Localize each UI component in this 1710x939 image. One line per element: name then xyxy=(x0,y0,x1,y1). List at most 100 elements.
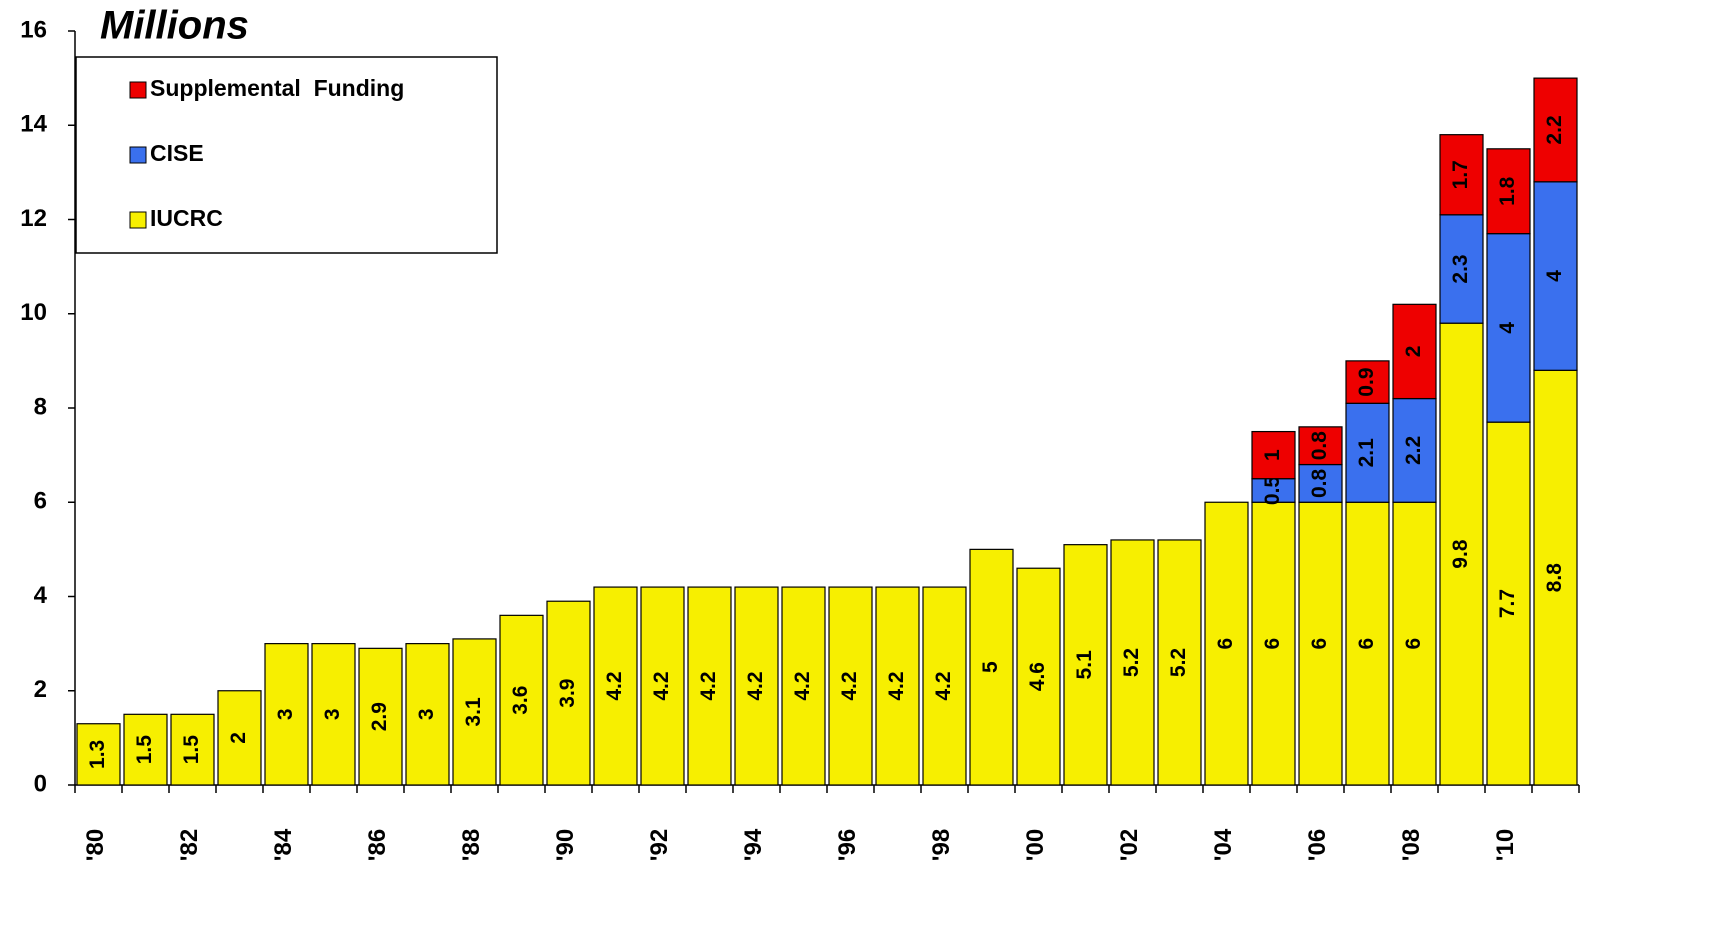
bar-segment xyxy=(1486,148,1531,235)
value-label: 0.5 xyxy=(1261,476,1284,506)
value-label: 1.8 xyxy=(1496,176,1519,206)
bar-segment xyxy=(687,586,732,786)
chart-title: Millions xyxy=(100,4,249,48)
legend-label: CISE xyxy=(150,140,204,166)
value-label: 1.7 xyxy=(1449,160,1472,189)
value-label: 6 xyxy=(1308,638,1331,650)
bar-segment xyxy=(593,586,638,786)
value-label: 3 xyxy=(321,708,344,720)
bar-segment xyxy=(1392,397,1437,503)
bar-segment xyxy=(1016,567,1061,786)
value-label: 4 xyxy=(1496,322,1519,334)
x-tick-label: '96 xyxy=(834,829,861,861)
x-tick-label: '82 xyxy=(176,829,203,861)
bar-segment xyxy=(217,690,262,786)
value-label: 5.2 xyxy=(1167,648,1190,677)
bar-segment xyxy=(781,586,826,786)
bar-segment xyxy=(1063,544,1108,786)
value-label: 5.1 xyxy=(1073,650,1096,680)
value-label: 4.2 xyxy=(697,671,720,700)
value-label: 4.2 xyxy=(791,671,814,700)
value-label: 4.2 xyxy=(650,671,673,700)
y-tick-label: 2 xyxy=(34,676,47,703)
x-tick-label: '92 xyxy=(646,829,673,861)
value-label: 2.1 xyxy=(1355,438,1378,468)
bar-segment xyxy=(1298,426,1343,466)
legend-swatch xyxy=(129,211,147,229)
bar-segment xyxy=(828,586,873,786)
value-label: 3 xyxy=(415,708,438,720)
value-label: 3.9 xyxy=(556,679,579,708)
value-label: 5.2 xyxy=(1120,648,1143,677)
bar-segment xyxy=(311,643,356,786)
bar-segment xyxy=(1345,402,1390,503)
bar-segment xyxy=(922,586,967,786)
value-label: 7.7 xyxy=(1496,589,1519,618)
value-label: 2 xyxy=(227,732,250,744)
value-label: 4.2 xyxy=(744,671,767,700)
value-label: 6 xyxy=(1261,638,1284,650)
y-tick-label: 0 xyxy=(34,770,47,797)
value-label: 0.9 xyxy=(1355,367,1378,396)
value-label: 4.2 xyxy=(838,671,861,700)
bar-segment xyxy=(1298,501,1343,786)
bar-segment xyxy=(1251,501,1296,786)
bar-segment xyxy=(1345,501,1390,786)
x-tick-label: '04 xyxy=(1210,828,1237,861)
value-label: 4 xyxy=(1543,270,1566,282)
bar-segment xyxy=(1204,501,1249,786)
bar-segment xyxy=(1439,134,1484,216)
bar-segment xyxy=(1251,430,1296,480)
x-tick-label: '10 xyxy=(1492,829,1519,861)
value-label: 9.8 xyxy=(1449,539,1472,569)
bar-segment xyxy=(1110,539,1155,786)
x-tick-label: '98 xyxy=(928,829,955,861)
bar-segment xyxy=(546,600,591,786)
value-label: 3.1 xyxy=(462,697,485,727)
value-label: 2 xyxy=(1402,346,1425,358)
x-tick-label: '02 xyxy=(1116,829,1143,861)
bar-segment xyxy=(1533,77,1578,183)
value-label: 2.9 xyxy=(368,702,391,731)
value-label: 0.8 xyxy=(1308,431,1331,461)
value-label: 1 xyxy=(1261,449,1284,461)
y-tick-label: 16 xyxy=(20,16,47,43)
value-label: 4.2 xyxy=(885,671,908,700)
bar-segment xyxy=(264,643,309,786)
y-tick-label: 4 xyxy=(34,582,48,609)
bar-segment xyxy=(1533,181,1578,371)
x-tick-label: '90 xyxy=(552,829,579,861)
legend-swatch xyxy=(129,146,147,164)
x-tick-label: '08 xyxy=(1398,829,1425,861)
y-tick-label: 6 xyxy=(34,488,47,515)
legend-swatch xyxy=(129,81,147,99)
x-tick-label: '84 xyxy=(270,828,297,861)
value-label: 6 xyxy=(1214,638,1237,650)
bar-segment xyxy=(405,643,450,786)
x-tick-label: '86 xyxy=(364,829,391,861)
bar-segment xyxy=(499,614,544,786)
bar-segment xyxy=(875,586,920,786)
value-label: 3 xyxy=(274,708,297,720)
x-tick-label: '88 xyxy=(458,829,485,861)
value-label: 5 xyxy=(979,661,1002,673)
value-label: 6 xyxy=(1402,638,1425,650)
x-tick-label: '94 xyxy=(740,828,767,861)
y-tick-label: 14 xyxy=(20,111,47,138)
bar-segment xyxy=(734,586,779,786)
bar-segment xyxy=(170,713,215,786)
bar-segment xyxy=(1345,360,1390,404)
bar-segment xyxy=(1157,539,1202,786)
value-label: 8.8 xyxy=(1543,563,1566,593)
y-tick-label: 10 xyxy=(20,299,47,326)
value-label: 0.8 xyxy=(1308,468,1331,498)
bar-segment xyxy=(1486,233,1531,423)
x-tick-label: '06 xyxy=(1304,829,1331,861)
y-tick-label: 12 xyxy=(20,205,47,232)
value-label: 2.2 xyxy=(1402,436,1425,465)
y-tick-label: 8 xyxy=(34,393,47,420)
bar-segment xyxy=(452,638,497,786)
value-label: 1.5 xyxy=(133,735,156,765)
value-label: 4.6 xyxy=(1026,662,1049,691)
